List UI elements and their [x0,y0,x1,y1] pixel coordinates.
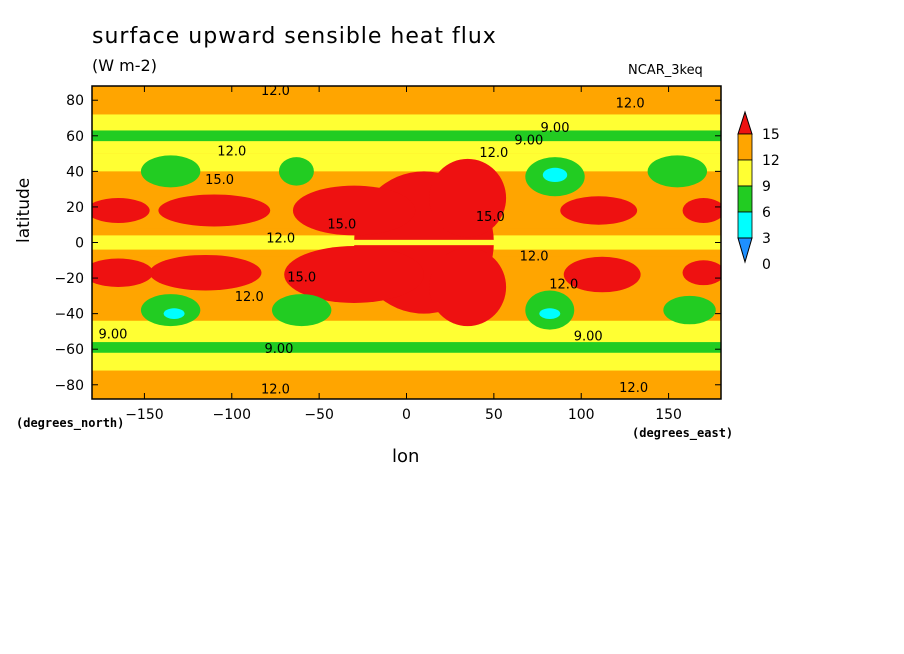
red-blob [92,198,150,223]
y-tick-label: 60 [66,129,84,145]
x-tick-label: −50 [304,407,334,423]
green-blob [647,155,708,188]
contour-label: 12.0 [261,383,290,398]
cyan-spot [542,167,568,183]
axes: −150 −100 −50 0 50 100 150 80 60 40 20 0 −20 −40 −60 −8… [54,86,721,423]
red-blob [92,258,154,287]
x-tick-label: 0 [402,407,411,423]
colorbar-segment [737,159,753,187]
colorbar-segment [737,211,753,239]
colorbar-label: 12 [762,153,780,169]
colorbar-bottom-arrow [737,237,753,264]
cyan-spot [539,308,561,319]
colorbar-label: 9 [762,179,771,195]
x-axis-unit: (degrees_east) [632,426,734,440]
x-tick-label: 50 [485,407,503,423]
colorbar-segment [737,185,753,213]
green-blob [663,295,716,325]
green-blob [271,294,332,327]
colorbar-label: 6 [762,205,771,221]
colorbar-segment [737,133,753,161]
contour-label: 15.0 [205,173,234,188]
x-tick-label: 100 [568,407,595,423]
contour-label: 12.0 [261,84,290,99]
contour-label: 12.0 [217,144,246,159]
contour-label: 15.0 [476,210,505,225]
contour-label: 9.00 [98,328,127,343]
red-blob [560,196,638,225]
y-tick-label: −40 [54,307,84,323]
y-axis-unit: (degrees_north) [16,416,125,430]
x-tick-label: 150 [655,407,682,423]
red-blob [682,260,721,286]
contour-label: 9.00 [541,121,570,136]
contour-label: 12.0 [520,249,549,264]
contour-label: 12.0 [616,96,645,111]
contour-label: 9.00 [264,342,293,357]
green-blob [140,155,201,188]
y-tick-label: 0 [75,236,84,252]
central-red-region [429,158,507,238]
colorbar: 15 12 9 6 3 0 [737,110,780,273]
y-tick-label: −20 [54,271,84,287]
model-label: NCAR_3keq [628,63,703,78]
red-blob [682,198,721,223]
y-tick-label: 40 [66,164,84,180]
y-tick-label: −60 [54,342,84,358]
central-red-region [429,247,507,327]
chart-title: surface upward sensible heat flux [92,24,497,49]
red-blob [158,194,271,227]
contour-label: 12.0 [549,278,578,293]
contour-label: 12.0 [266,232,295,247]
green-blob [278,157,314,186]
y-tick-label: 80 [66,93,84,109]
contour-label: 9.00 [574,329,603,344]
contour-label: 15.0 [327,217,356,232]
cyan-spot [163,308,185,319]
contour-label: 12.0 [619,381,648,396]
colorbar-label: 3 [762,231,771,247]
colorbar-top-arrow [737,110,753,135]
chart-units: (W m-2) [92,56,157,75]
x-axis-label: lon [392,446,420,467]
x-tick-label: −150 [125,407,163,423]
colorbar-label: 15 [762,127,780,143]
x-tick-label: −100 [213,407,251,423]
red-blob [149,254,262,291]
y-tick-label: 20 [66,200,84,216]
sh-green-belt [92,342,721,353]
contour-label: 15.0 [287,271,316,286]
contour-label: 12.0 [235,290,264,305]
central-red-region [284,246,424,303]
central-red-region [292,185,416,236]
contour-label: 9.00 [514,134,543,149]
y-tick-label: −80 [54,378,84,394]
filled-contours [92,86,721,399]
nh-green-belt [92,130,721,142]
equator-strip [92,239,721,246]
contour-label: 12.0 [479,146,508,161]
colorbar-label: 0 [762,257,771,273]
red-blob [563,256,641,293]
